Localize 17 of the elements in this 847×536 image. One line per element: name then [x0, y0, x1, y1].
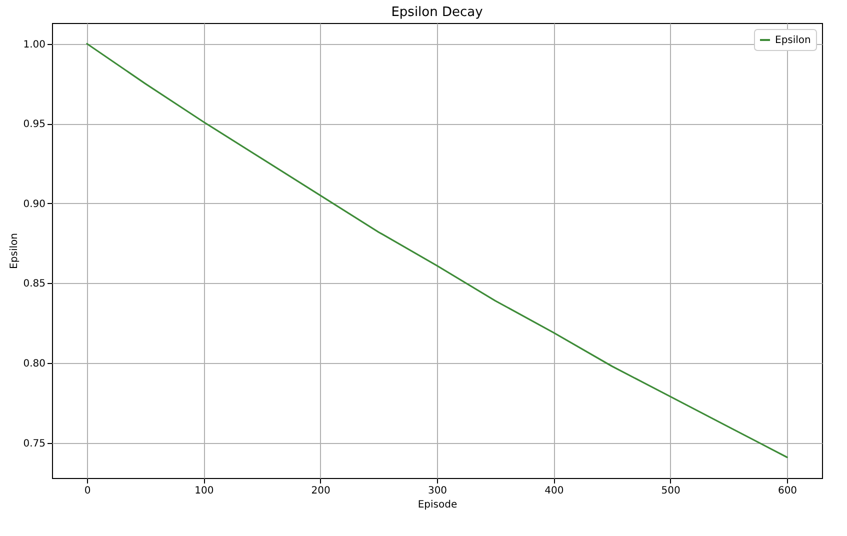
- x-tick-label: 500: [661, 486, 680, 496]
- y-axis-title: Epsilon: [9, 233, 20, 269]
- legend-label: Epsilon: [775, 35, 811, 46]
- y-tick-label: 0.90: [23, 198, 46, 210]
- chart-title: Epsilon Decay: [391, 5, 484, 20]
- y-tick-label: 0.95: [23, 119, 46, 130]
- y-tick-label: 1.00: [23, 39, 46, 50]
- x-tick-label: 100: [194, 486, 214, 496]
- x-tick-label: 600: [778, 486, 798, 496]
- x-axis-title: Episode: [418, 500, 458, 510]
- x-tick-label: 0: [84, 486, 91, 496]
- x-tick-label: 200: [311, 486, 330, 496]
- y-tick-label: 0.80: [23, 358, 46, 370]
- y-tick-label: 0.85: [23, 278, 46, 290]
- x-tick-label: 400: [544, 486, 564, 496]
- x-tick-label: 300: [428, 486, 448, 496]
- y-tick-label: 0.75: [23, 438, 46, 450]
